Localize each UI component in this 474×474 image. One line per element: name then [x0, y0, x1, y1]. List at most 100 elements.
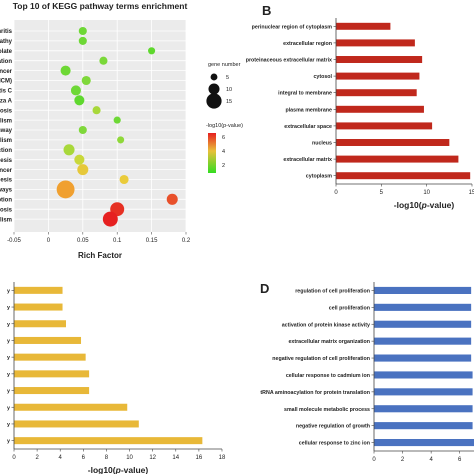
panel-b-x-tick-label: 15 — [469, 190, 474, 196]
panel-a-x-tick-label: 0.15 — [146, 238, 158, 244]
panel-d-x-tick-label: 0 — [372, 457, 376, 463]
panel-c-x-axis-label: -log10(p-value) — [88, 465, 149, 474]
panel-a-bubble — [56, 180, 75, 199]
panel-a-bubble — [166, 193, 178, 205]
panel-b-bar — [336, 72, 420, 80]
panel-c-x-tick-label: 18 — [219, 455, 226, 461]
panel-d-category-label: cellular response to cadmium ion — [286, 373, 370, 379]
panel-a-bubble — [70, 85, 81, 96]
panel-a-y-tick-label: athways — [0, 188, 13, 194]
panel-a-y-tick-label: genesis — [0, 158, 13, 164]
panel-c-bar — [14, 370, 90, 378]
panel-a-y-tick-label: matosis — [0, 207, 13, 213]
panel-c-bar — [14, 303, 63, 311]
panel-a-color-legend-label: 2 — [222, 163, 225, 169]
panel-a-y-tick-label: patitis C — [0, 89, 13, 95]
panel-a-bubble — [63, 144, 75, 156]
panel-a-bubble — [117, 136, 125, 144]
panel-d-bar — [374, 405, 473, 413]
panel-b-bar — [336, 155, 459, 163]
panel-c-bar-chart: y y y y y y y y y y 0 2 4 6 8 10 12 14 16 18 -log10(p-value) — [7, 282, 226, 474]
panel-d-x-tick-label: 6 — [458, 457, 462, 463]
panel-c-bar — [14, 437, 203, 445]
panel-a-size-legend-label: 15 — [226, 99, 232, 105]
panel-d-category-label: small molecule metabolic process — [284, 407, 370, 413]
panel-d-bar — [374, 320, 472, 328]
panel-b-x-axis-label-italic: p — [421, 200, 427, 210]
panel-a-x-tick-label: 0.2 — [182, 238, 191, 244]
panel-d-category-label: tRNA aminoacylation for protein translat… — [260, 390, 370, 396]
panel-c-category-label: y — [7, 288, 10, 294]
panel-d-x-tick-label: 4 — [429, 457, 433, 463]
panel-c-x-tick-label: 0 — [12, 455, 16, 461]
panel-a-y-tick-label: y (HCM) — [0, 79, 12, 85]
panel-a-color-legend-bar — [208, 133, 216, 173]
panel-c-category-label: y — [7, 405, 10, 411]
panel-a-x-axis-label: Rich Factor — [78, 251, 122, 260]
panel-c-category-label: y — [7, 439, 10, 445]
panel-c-category-label: y — [7, 338, 10, 344]
panel-a-bubble — [60, 65, 71, 76]
panel-a-size-legend-label: 5 — [226, 75, 229, 81]
panel-b-x-tick-label: 5 — [380, 190, 384, 196]
panel-a-y-tick-label: vopathy — [0, 39, 13, 45]
panel-a-bubble — [148, 47, 156, 55]
panel-a-y-tick-label: vorption — [0, 198, 12, 204]
panel-d-category-label: activation of protein kinase activity — [282, 322, 370, 328]
panel-d-bar-chart: regulation of cell proliferation cell pro… — [260, 281, 474, 463]
panel-b-bar — [336, 22, 391, 30]
panel-b-bar — [336, 139, 450, 146]
panel-a-bubble-chart: Top 10 of KEGG pathway terms enrichment -… — [0, 1, 243, 260]
panel-c-x-tick-label: 16 — [196, 455, 203, 461]
panel-b-category-label: extracellular region — [283, 41, 332, 47]
panel-a-size-legend-dot — [210, 73, 218, 81]
panel-a-y-tick-label: pathway — [0, 128, 13, 134]
panel-a-size-legend-dot — [208, 83, 220, 95]
panel-d-x-tick-label: 2 — [401, 457, 405, 463]
panel-b-x-tick-label: 0 — [334, 190, 338, 196]
panel-c-x-tick-label: 2 — [35, 455, 39, 461]
panel-c-x-axis-label-prefix: -log10( — [88, 465, 116, 474]
panel-b-bar — [336, 39, 415, 47]
panel-c-category-label: y — [7, 355, 10, 361]
panel-a-x-tick-label: 0 — [47, 238, 51, 244]
panel-d-bar — [374, 337, 472, 345]
panel-c-x-axis-label-suffix: -value) — [121, 465, 149, 474]
panel-b-category-label: cytosol — [313, 74, 332, 80]
panel-b-category-label: proteinaceous extracellular matrix — [246, 58, 332, 64]
panel-d-letter: D — [260, 281, 269, 296]
panel-b-bar — [336, 122, 433, 130]
panel-a-bubble — [74, 154, 85, 165]
panel-d-category-label: extracellular matrix organization — [288, 339, 370, 345]
panel-a-x-tick-label: -0.05 — [7, 238, 21, 244]
panel-b-category-label: cytoplasm — [306, 174, 332, 180]
panel-c-bar — [14, 320, 66, 328]
panel-a-y-tick-label: abolism — [0, 138, 12, 144]
panel-a-y-tick-label: radation — [0, 59, 12, 65]
panel-a-color-legend-title: -log10(p-value) — [206, 123, 243, 129]
panel-b-category-label: integral to membrane — [278, 91, 332, 97]
panel-c-bar — [14, 403, 128, 411]
panel-a-y-tick-label: uenza A — [0, 99, 13, 105]
panel-b-letter: B — [262, 3, 271, 18]
panel-d-category-label: cellular response to zinc ion — [299, 441, 370, 447]
panel-b-category-label: extracellular matrix — [283, 157, 332, 163]
panel-d-category-label: negative regulation of cell proliferatio… — [272, 356, 370, 362]
panel-b-bar — [336, 89, 417, 97]
panel-a-size-legend-label: 10 — [226, 87, 232, 93]
panel-a-y-tick-label: r cancer — [0, 168, 13, 174]
panel-c-x-axis-label-italic: p — [115, 465, 121, 474]
panel-b-x-axis-label-suffix: -value) — [427, 200, 455, 210]
panel-a-x-tick-label: 0.1 — [113, 238, 122, 244]
panel-a-bubble — [81, 75, 91, 86]
panel-c-bar — [14, 286, 63, 294]
panel-d-category-label: negative regulation of growth — [296, 424, 370, 430]
panel-a-bubble — [92, 106, 101, 115]
panel-b-category-label: nucleus — [312, 141, 332, 147]
panel-d-category-label: regulation of cell proliferation — [295, 288, 370, 294]
panel-c-category-label: y — [7, 322, 10, 328]
panel-a-y-tick-label: eraction — [0, 148, 12, 154]
panel-c-bar — [14, 387, 90, 395]
panel-b-x-tick-label: 10 — [423, 190, 430, 196]
panel-a-title: Top 10 of KEGG pathway terms enrichment — [13, 1, 188, 11]
